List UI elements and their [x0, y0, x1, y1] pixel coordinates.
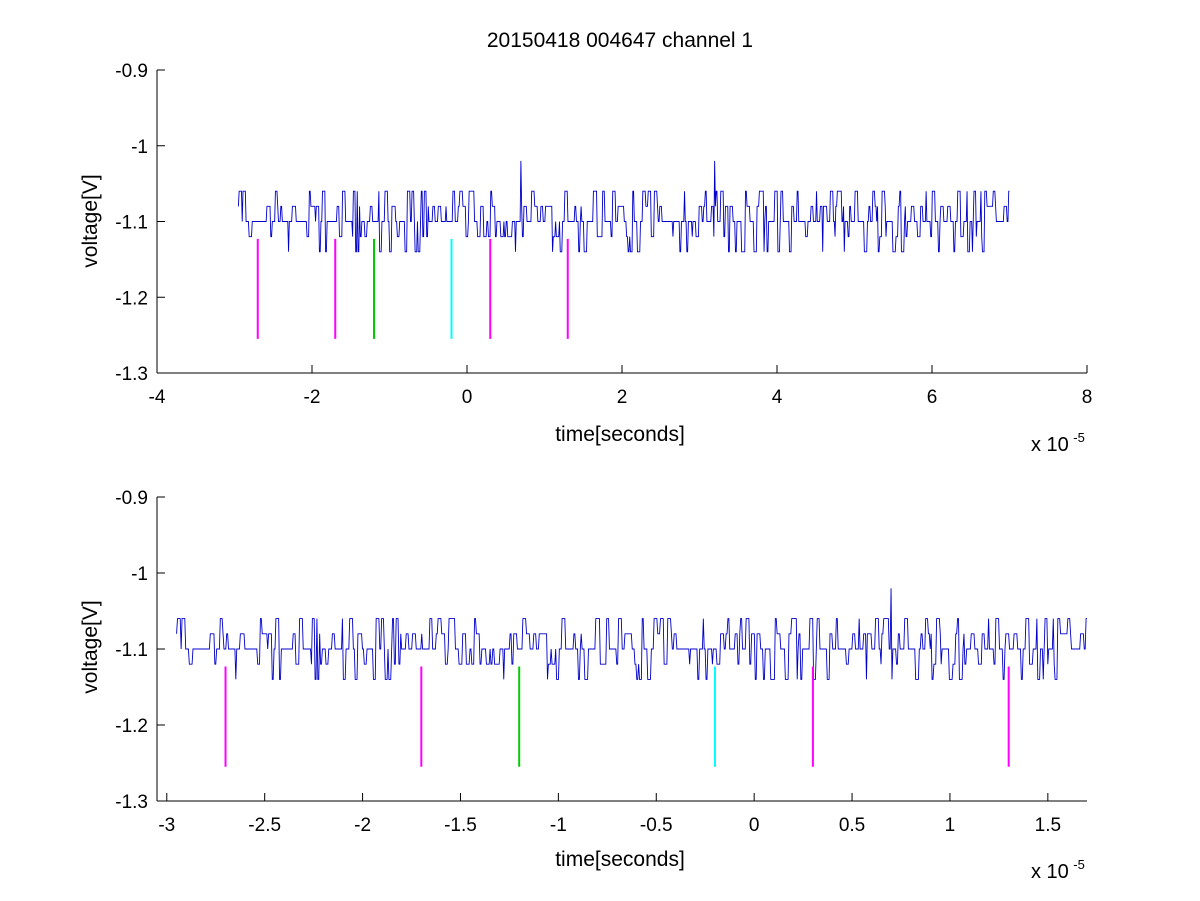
- figure-title: 20150418 004647 channel 1: [487, 29, 753, 52]
- y-axis-label-top: voltage[V]: [79, 174, 102, 267]
- y-tick-label: -1.1: [115, 213, 148, 234]
- x-tick-label: 8: [1082, 387, 1093, 408]
- y-tick-label: -1.3: [115, 364, 148, 385]
- x-multiplier-bottom: x 10 -5: [1031, 857, 1085, 883]
- markers-bottom: [224, 666, 1010, 767]
- x-multiplier-exp-bottom: -5: [1073, 857, 1085, 872]
- subplot-bottom: -3 -2.5 -2 -1.5 -1 -0.5 0 0.5 1 1.5 -0.9 -1 -1.1 -1.2…: [79, 488, 1087, 883]
- x-multiplier-top: x 10 -5: [1031, 430, 1085, 456]
- x-tick-label: 1.5: [1035, 815, 1061, 836]
- x-tick-label: 0.5: [839, 815, 865, 836]
- ticks-top: -4 -2 0 2 4 6 8 -0.9 -1 -1.1 -1.2 -1.3: [115, 61, 1092, 408]
- x-axis-label-bottom: time[seconds]: [555, 848, 685, 871]
- y-tick-label: -1.3: [115, 792, 148, 813]
- x-tick-label: -1: [550, 815, 567, 836]
- x-axis-label-top: time[seconds]: [555, 423, 685, 446]
- subplot-top: -4 -2 0 2 4 6 8 -0.9 -1 -1.1 -1.2 -1.3 time[seconds…: [79, 61, 1092, 456]
- y-axis-label-bottom: voltage[V]: [79, 600, 102, 693]
- y-tick-label: -1.1: [115, 640, 148, 661]
- x-tick-label: 2: [617, 387, 628, 408]
- ticks-bottom: -3 -2.5 -2 -1.5 -1 -0.5 0 0.5 1 1.5 -0.9 -1 -1.1 -1.2…: [115, 488, 1061, 836]
- x-tick-label: -2: [354, 815, 371, 836]
- markers-top: [256, 238, 569, 339]
- signal-line: [237, 160, 1010, 253]
- x-multiplier-base-bottom: x 10: [1031, 861, 1069, 883]
- y-tick-label: -0.9: [115, 488, 148, 509]
- x-multiplier-base-top: x 10: [1031, 434, 1069, 456]
- x-multiplier-exp-top: -5: [1073, 430, 1085, 445]
- x-tick-label: -4: [149, 387, 166, 408]
- y-tick-label: -0.9: [115, 61, 148, 82]
- signal-line: [176, 588, 1087, 680]
- x-tick-label: 0: [749, 815, 760, 836]
- x-tick-label: 4: [772, 387, 783, 408]
- y-tick-label: -1: [131, 137, 148, 158]
- y-tick-label: -1.2: [115, 716, 148, 737]
- y-tick-label: -1.2: [115, 288, 148, 309]
- x-tick-label: 6: [927, 387, 938, 408]
- signal-bottom: [176, 588, 1087, 680]
- x-tick-label: 0: [462, 387, 473, 408]
- x-tick-label: -2.5: [248, 815, 281, 836]
- x-tick-label: -2: [304, 387, 321, 408]
- y-tick-label: -1: [131, 564, 148, 585]
- x-tick-label: -1.5: [444, 815, 477, 836]
- x-tick-label: -3: [158, 815, 175, 836]
- x-tick-label: -0.5: [640, 815, 673, 836]
- x-tick-label: 1: [945, 815, 956, 836]
- signal-top: [237, 160, 1010, 253]
